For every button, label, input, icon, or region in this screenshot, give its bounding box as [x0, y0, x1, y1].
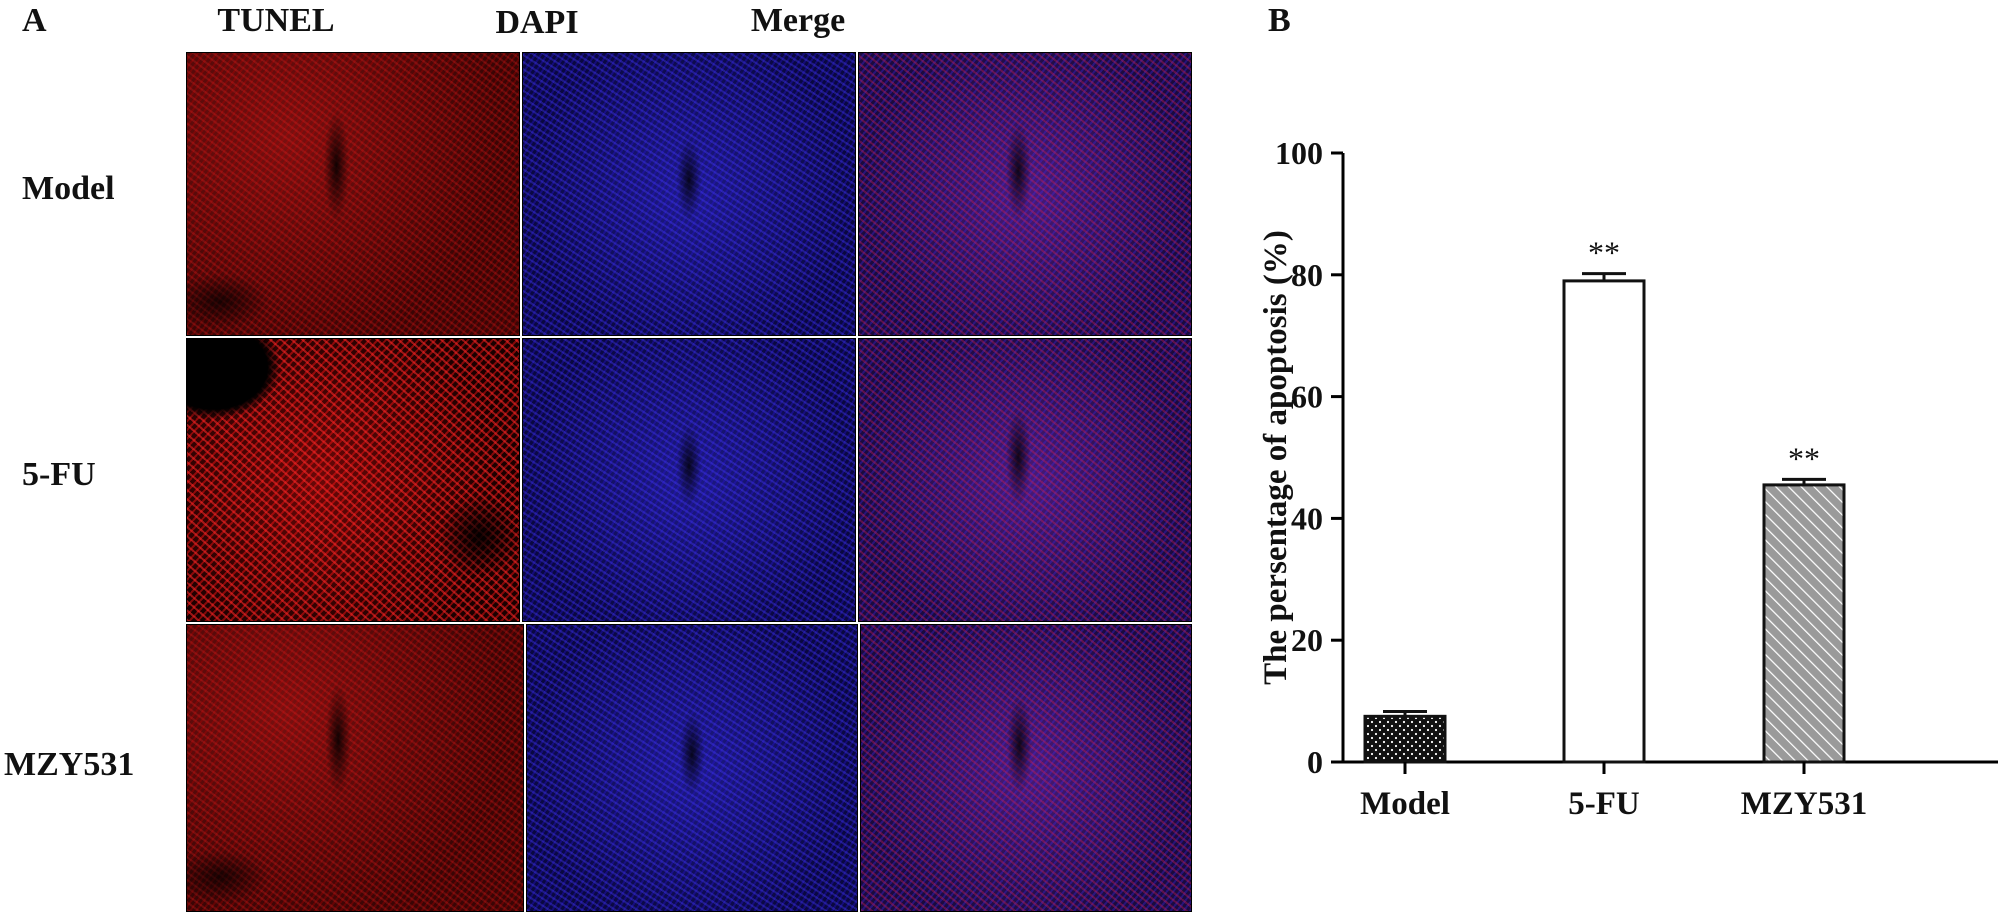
apoptosis-bar-chart: 0 20 40 60 80 100 The persentage of apoptosis … — [1258, 135, 1998, 822]
x-tick-label: MZY531 — [1741, 786, 1868, 822]
y-axis-label: The persentage of apoptosis (%) — [1258, 230, 1294, 685]
row-label-5fu: 5-FU — [22, 456, 96, 493]
micrograph-model-dapi — [522, 52, 856, 336]
y-tick-label: 40 — [1291, 500, 1323, 536]
y-tick-label: 100 — [1275, 135, 1323, 171]
row-label-mzy531: MZY531 — [4, 746, 135, 783]
y-tick-label: 80 — [1291, 257, 1323, 293]
micrograph-5fu-merge — [858, 338, 1192, 622]
micrograph-mzy531-merge — [860, 624, 1192, 912]
panel-a-letter: A — [22, 2, 47, 39]
significance-label: ** — [1788, 440, 1820, 476]
micrograph-model-merge — [858, 52, 1192, 336]
bar-mzy531 — [1762, 483, 1846, 764]
micrograph-mzy531-tunel — [186, 624, 524, 912]
x-tick-label: Model — [1360, 786, 1450, 822]
y-tick-label: 0 — [1307, 744, 1323, 780]
bar-model — [1363, 714, 1447, 764]
x-tick-label: 5-FU — [1568, 786, 1640, 822]
significance-label: ** — [1588, 235, 1620, 271]
column-header-dapi: DAPI — [495, 4, 579, 41]
micrograph-5fu-tunel — [186, 338, 520, 622]
column-header-merge: Merge — [750, 2, 846, 39]
column-header-tunel: TUNEL — [217, 2, 335, 39]
row-label-model: Model — [22, 170, 115, 207]
micrograph-mzy531-dapi — [526, 624, 858, 912]
micrograph-5fu-dapi — [522, 338, 856, 622]
y-tick-label: 20 — [1291, 622, 1323, 658]
bar-5fu — [1562, 279, 1646, 764]
y-tick-label: 60 — [1291, 379, 1323, 415]
panel-b-letter: B — [1268, 2, 1291, 39]
micrograph-model-tunel — [186, 52, 520, 336]
